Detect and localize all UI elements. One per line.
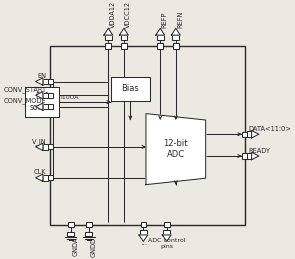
Text: ...: ... [140, 238, 147, 247]
Polygon shape [36, 103, 43, 110]
Text: V_IN: V_IN [32, 138, 46, 145]
Bar [47, 175, 53, 180]
Bar [111, 77, 150, 101]
Bar [173, 44, 179, 48]
Polygon shape [171, 28, 180, 35]
Text: REFN: REFN [177, 10, 183, 27]
Polygon shape [162, 235, 171, 241]
Bar [242, 132, 248, 137]
Text: VDCC12: VDCC12 [125, 1, 132, 27]
Polygon shape [119, 28, 128, 35]
Bar [173, 35, 179, 40]
Polygon shape [36, 143, 43, 150]
Bar [164, 222, 170, 227]
Text: CONV_START: CONV_START [3, 86, 46, 93]
Bar [163, 231, 170, 235]
Text: EN: EN [37, 73, 46, 79]
Text: REFP: REFP [162, 11, 168, 27]
Bar [157, 44, 163, 48]
Text: READY: READY [248, 148, 270, 154]
Bar [25, 87, 59, 117]
Bar [121, 35, 127, 40]
Text: VDDA12: VDDA12 [110, 0, 116, 27]
Text: CONV_MODE: CONV_MODE [4, 98, 46, 104]
Bar [86, 222, 92, 227]
Bar [43, 144, 47, 150]
Text: ADC: ADC [167, 150, 185, 159]
Bar [86, 232, 92, 236]
Polygon shape [36, 174, 43, 182]
Polygon shape [252, 131, 259, 138]
Text: DATA<11:0>: DATA<11:0> [248, 126, 291, 132]
Text: Ref.
source: Ref. source [30, 92, 55, 112]
Bar [247, 153, 252, 159]
Text: GNDA: GNDA [72, 237, 78, 256]
Text: I10UA: I10UA [60, 95, 79, 100]
Bar [68, 222, 73, 227]
Bar [67, 232, 74, 236]
Text: CLK: CLK [34, 169, 46, 176]
Text: GNDD: GNDD [90, 237, 96, 257]
Polygon shape [36, 78, 43, 85]
Polygon shape [156, 28, 165, 35]
Polygon shape [36, 92, 43, 99]
Bar [47, 144, 53, 149]
Bar [47, 93, 53, 98]
Bar [47, 104, 53, 109]
Text: ADC control
pins: ADC control pins [148, 238, 186, 249]
Bar [121, 44, 127, 48]
Bar [43, 92, 47, 98]
Bar [140, 222, 146, 227]
Polygon shape [146, 114, 206, 185]
Polygon shape [139, 235, 148, 241]
Bar [157, 35, 164, 40]
Bar [50, 46, 245, 225]
Bar [242, 154, 248, 159]
Polygon shape [252, 152, 259, 160]
Bar [47, 79, 53, 84]
Text: Bias: Bias [122, 84, 139, 93]
Bar [43, 79, 47, 84]
Polygon shape [104, 28, 113, 35]
Bar [43, 175, 47, 181]
Bar [105, 35, 112, 40]
Bar [140, 231, 147, 235]
Bar [43, 104, 47, 110]
Bar [247, 132, 252, 137]
Text: 12-bit: 12-bit [163, 139, 188, 148]
Bar [105, 44, 111, 48]
